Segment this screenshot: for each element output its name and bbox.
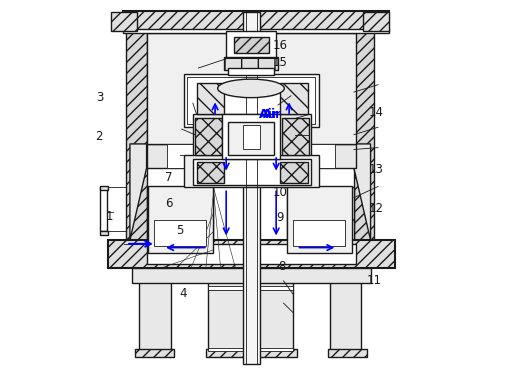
Bar xyxy=(187,77,315,123)
Bar xyxy=(197,162,224,183)
Bar xyxy=(228,122,275,155)
Bar xyxy=(135,350,174,357)
Bar xyxy=(122,29,389,33)
Bar xyxy=(354,29,374,242)
Bar xyxy=(197,83,224,114)
Bar xyxy=(139,281,171,353)
Bar xyxy=(100,186,107,231)
Polygon shape xyxy=(354,144,371,240)
Bar xyxy=(146,244,356,264)
Polygon shape xyxy=(288,186,354,268)
Bar xyxy=(193,159,311,185)
Bar xyxy=(184,155,319,186)
Bar xyxy=(193,114,311,157)
Bar xyxy=(352,240,376,244)
Bar xyxy=(282,118,309,155)
Bar xyxy=(206,350,296,357)
Text: 11: 11 xyxy=(367,275,382,288)
Text: 13: 13 xyxy=(368,163,384,176)
Bar xyxy=(280,162,308,183)
Bar xyxy=(146,144,356,168)
Text: 12: 12 xyxy=(368,202,384,215)
Bar xyxy=(195,118,223,155)
Bar xyxy=(288,186,352,253)
Text: 7: 7 xyxy=(165,171,172,184)
Bar xyxy=(125,240,148,244)
Bar xyxy=(208,286,293,290)
Text: 6: 6 xyxy=(165,197,172,210)
Bar xyxy=(280,83,308,114)
Text: 1: 1 xyxy=(106,210,113,223)
Bar xyxy=(243,13,260,364)
Bar xyxy=(234,37,269,53)
Text: Air: Air xyxy=(259,108,279,121)
Bar xyxy=(132,268,371,283)
Bar xyxy=(363,13,389,31)
Text: 4: 4 xyxy=(180,287,187,300)
Bar xyxy=(108,240,394,268)
Text: 9: 9 xyxy=(276,211,283,225)
Bar xyxy=(100,186,108,190)
Text: 15: 15 xyxy=(272,56,288,69)
Text: Air: Air xyxy=(263,108,282,121)
Text: 16: 16 xyxy=(272,39,288,52)
Bar xyxy=(243,125,260,150)
Bar xyxy=(184,73,319,127)
Polygon shape xyxy=(146,186,213,268)
Bar xyxy=(154,220,206,246)
Bar xyxy=(228,68,275,75)
Text: 2: 2 xyxy=(94,130,102,143)
Text: 14: 14 xyxy=(368,106,384,119)
Bar xyxy=(126,29,146,242)
Polygon shape xyxy=(130,144,146,240)
Bar xyxy=(146,33,356,144)
Bar xyxy=(122,11,389,31)
Text: 8: 8 xyxy=(278,260,285,273)
Text: 10: 10 xyxy=(272,185,288,198)
Bar xyxy=(226,31,276,59)
Bar xyxy=(293,220,345,246)
Bar xyxy=(112,13,138,31)
Ellipse shape xyxy=(217,79,284,98)
Bar xyxy=(148,186,213,253)
Bar xyxy=(100,231,108,235)
Bar xyxy=(330,281,361,353)
Bar xyxy=(167,144,335,168)
Text: 5: 5 xyxy=(176,225,184,238)
Bar xyxy=(328,350,367,357)
Bar xyxy=(208,348,293,351)
Text: 3: 3 xyxy=(97,91,104,104)
Bar xyxy=(224,57,278,70)
Bar xyxy=(208,281,293,353)
Bar xyxy=(223,114,280,159)
